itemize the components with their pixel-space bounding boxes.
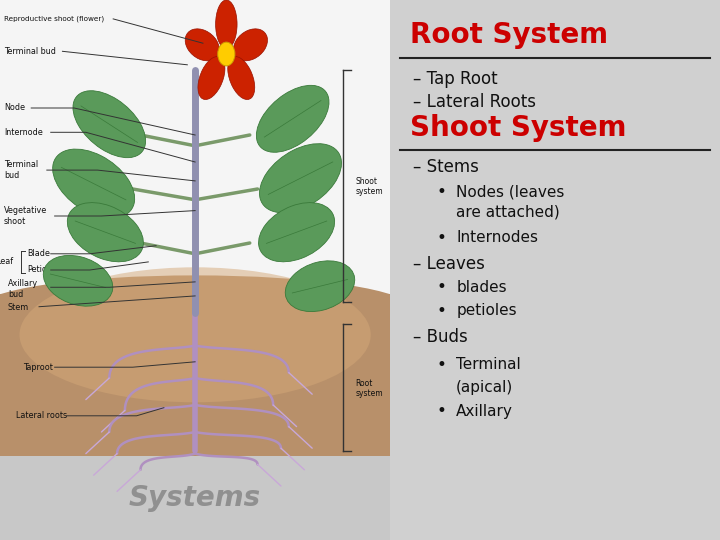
Text: petioles: petioles: [456, 303, 517, 318]
Ellipse shape: [233, 29, 268, 61]
Ellipse shape: [53, 149, 135, 218]
FancyBboxPatch shape: [0, 308, 390, 456]
Text: Reproductive shoot (flower): Reproductive shoot (flower): [4, 16, 104, 22]
Text: Taproot: Taproot: [24, 363, 53, 372]
FancyBboxPatch shape: [0, 456, 390, 540]
Ellipse shape: [19, 267, 371, 402]
Text: are attached): are attached): [456, 205, 560, 220]
Ellipse shape: [185, 29, 220, 61]
Text: Systems: Systems: [129, 484, 261, 512]
Text: •: •: [436, 402, 446, 421]
Text: Shoot
system: Shoot system: [355, 177, 383, 196]
Text: Internode: Internode: [4, 128, 42, 137]
Text: – Buds: – Buds: [413, 328, 468, 347]
Text: Terminal bud: Terminal bud: [4, 47, 55, 56]
Text: •: •: [436, 183, 446, 201]
Ellipse shape: [256, 85, 329, 152]
FancyBboxPatch shape: [0, 294, 390, 456]
Text: (apical): (apical): [456, 380, 513, 395]
Text: Lateral roots: Lateral roots: [16, 411, 67, 420]
Text: Blade: Blade: [27, 249, 50, 258]
Text: – Lateral Roots: – Lateral Roots: [413, 92, 536, 111]
Text: Vegetative
shoot: Vegetative shoot: [4, 206, 47, 226]
Ellipse shape: [73, 91, 145, 158]
Circle shape: [217, 42, 235, 66]
Text: Nodes (leaves: Nodes (leaves: [456, 184, 564, 199]
Text: Root System: Root System: [410, 21, 608, 49]
Ellipse shape: [228, 57, 255, 99]
Text: Root
system: Root system: [355, 379, 383, 399]
Ellipse shape: [0, 275, 410, 340]
FancyBboxPatch shape: [0, 0, 390, 456]
Text: Shoot System: Shoot System: [410, 114, 626, 142]
Text: Axillary: Axillary: [456, 404, 513, 419]
Ellipse shape: [43, 255, 113, 306]
Text: Petiole: Petiole: [27, 266, 55, 274]
Text: – Tap Root: – Tap Root: [413, 70, 498, 89]
Text: •: •: [436, 301, 446, 320]
Ellipse shape: [259, 144, 341, 213]
Ellipse shape: [198, 57, 225, 99]
Text: •: •: [436, 228, 446, 247]
Text: •: •: [436, 355, 446, 374]
Text: Node: Node: [4, 104, 25, 112]
Text: Axillary
bud: Axillary bud: [8, 279, 38, 299]
Text: Terminal: Terminal: [456, 357, 521, 372]
Text: Stem: Stem: [8, 303, 29, 312]
Text: •: •: [436, 278, 446, 296]
Ellipse shape: [215, 0, 237, 49]
Text: – Stems: – Stems: [413, 158, 480, 177]
Text: blades: blades: [456, 280, 507, 295]
Ellipse shape: [258, 202, 335, 262]
Text: – Leaves: – Leaves: [413, 254, 485, 273]
Ellipse shape: [285, 261, 355, 312]
Ellipse shape: [68, 202, 143, 262]
Text: Internodes: Internodes: [456, 230, 538, 245]
Text: Terminal
bud: Terminal bud: [4, 160, 38, 180]
Text: Leaf: Leaf: [0, 258, 13, 266]
